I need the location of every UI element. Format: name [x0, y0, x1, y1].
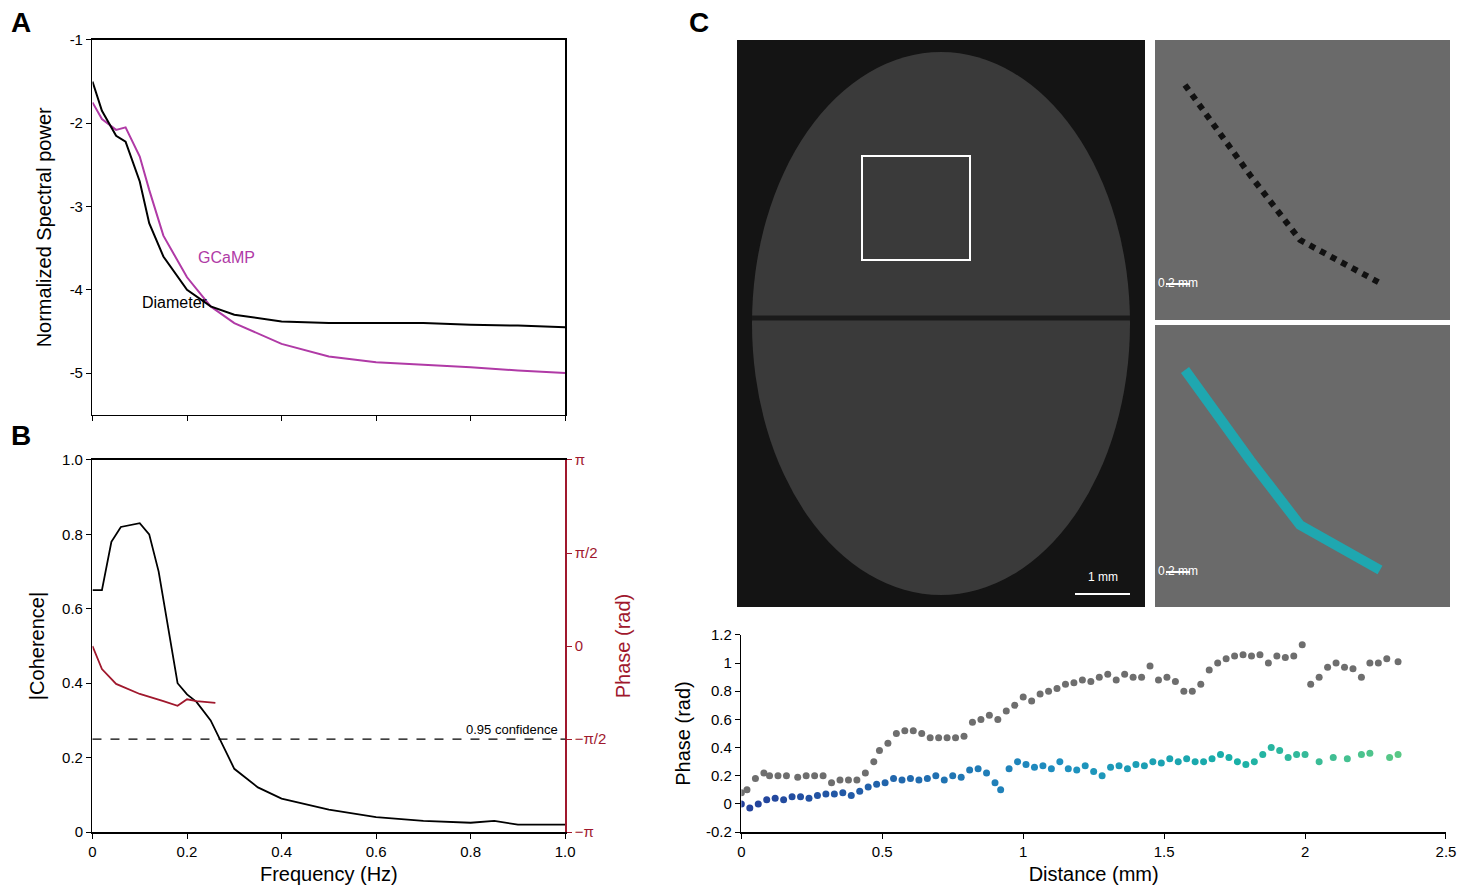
svg-text:−π/2: −π/2 — [575, 730, 607, 747]
svg-text:0.2 mm: 0.2 mm — [1158, 564, 1198, 578]
svg-text:1: 1 — [1019, 843, 1027, 860]
svg-text:0.4: 0.4 — [711, 739, 732, 756]
svg-text:0.4: 0.4 — [62, 674, 83, 691]
svg-text:0.8: 0.8 — [711, 682, 732, 699]
svg-text:-2: -2 — [70, 114, 83, 131]
svg-text:B: B — [11, 420, 31, 451]
svg-text:0.95 confidence: 0.95 confidence — [466, 722, 558, 737]
svg-text:-3: -3 — [70, 198, 83, 215]
svg-text:0.8: 0.8 — [62, 526, 83, 543]
svg-text:Normalized Spectral power: Normalized Spectral power — [33, 107, 55, 347]
svg-text:2: 2 — [1301, 843, 1309, 860]
svg-text:Phase (rad): Phase (rad) — [672, 681, 694, 786]
svg-text:0.5: 0.5 — [872, 843, 893, 860]
svg-text:-0.2: -0.2 — [706, 823, 732, 840]
svg-text:1.5: 1.5 — [1154, 843, 1175, 860]
svg-text:π: π — [575, 451, 585, 468]
svg-text:0: 0 — [88, 843, 96, 860]
svg-text:0.2: 0.2 — [62, 749, 83, 766]
svg-text:0: 0 — [75, 823, 83, 840]
svg-text:-1: -1 — [70, 31, 83, 48]
svg-text:1.2: 1.2 — [711, 626, 732, 643]
svg-text:0: 0 — [575, 637, 583, 654]
svg-text:0.2: 0.2 — [177, 843, 198, 860]
svg-text:0.6: 0.6 — [62, 600, 83, 617]
svg-text:Phase (rad): Phase (rad) — [612, 594, 634, 699]
svg-text:1 mm: 1 mm — [1088, 570, 1118, 584]
svg-text:−π: −π — [575, 823, 594, 840]
svg-text:Distance (mm): Distance (mm) — [1029, 863, 1159, 885]
svg-text:Diameter: Diameter — [142, 294, 208, 311]
svg-text:π/2: π/2 — [575, 544, 598, 561]
svg-text:1.0: 1.0 — [62, 451, 83, 468]
svg-text:GCaMP: GCaMP — [198, 249, 255, 266]
svg-text:0.8: 0.8 — [460, 843, 481, 860]
svg-text:0.4: 0.4 — [271, 843, 292, 860]
svg-text:1.0: 1.0 — [555, 843, 576, 860]
svg-text:1: 1 — [723, 654, 731, 671]
svg-text:-4: -4 — [70, 281, 83, 298]
svg-text:Frequency (Hz): Frequency (Hz) — [260, 863, 398, 885]
svg-text:0.6: 0.6 — [711, 711, 732, 728]
svg-text:-5: -5 — [70, 364, 83, 381]
svg-text:0.2 mm: 0.2 mm — [1158, 276, 1198, 290]
svg-text:A: A — [11, 7, 31, 38]
svg-text:2.5: 2.5 — [1436, 843, 1457, 860]
svg-text:|Coherence|: |Coherence| — [26, 592, 48, 700]
svg-text:0.2: 0.2 — [711, 767, 732, 784]
svg-text:0.6: 0.6 — [366, 843, 387, 860]
svg-text:C: C — [689, 7, 709, 38]
svg-text:0: 0 — [723, 795, 731, 812]
svg-text:0: 0 — [737, 843, 745, 860]
